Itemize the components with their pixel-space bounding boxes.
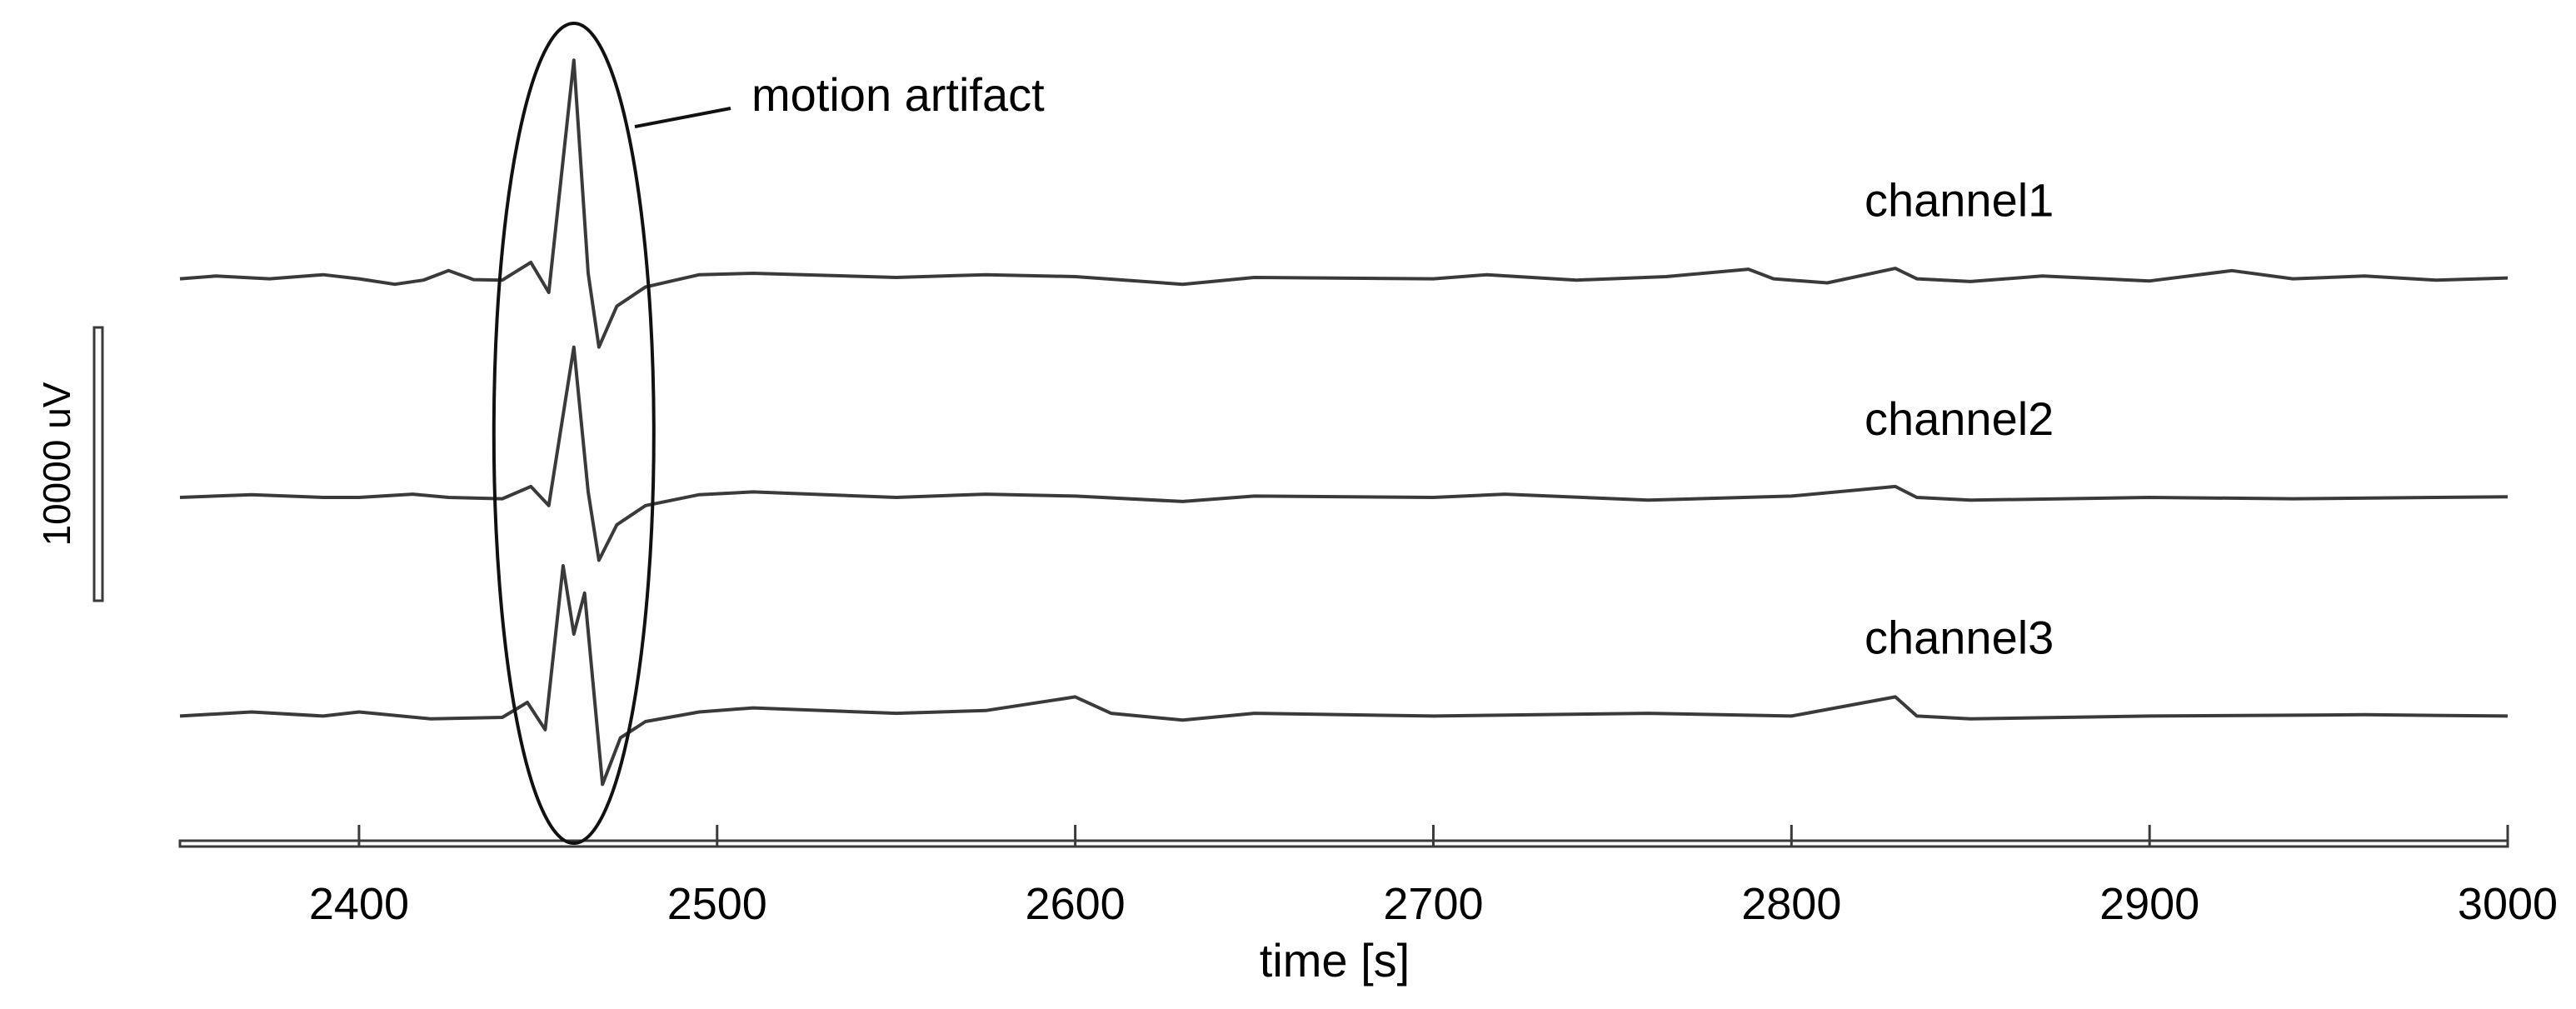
channel-label-channel3: channel3 [1865,611,2054,663]
x-tick-label-3000: 3000 [2458,879,2558,929]
x-tick-label-2500: 2500 [667,879,767,929]
artifact-ellipse [492,22,656,845]
channel-labels: channel1 channel2 channel3 [1865,174,2054,664]
x-tick-label-2700: 2700 [1383,879,1483,929]
x-axis-title: time [s] [1260,934,1410,987]
x-tick-label-2900: 2900 [2099,879,2199,929]
channel-label-channel1: channel1 [1865,174,2054,227]
annotation-label: motion artifact [751,68,1045,121]
x-tick-label-2800: 2800 [1741,879,1841,929]
scale-bar: 10000 uV [35,326,104,602]
x-tick-label-2400: 2400 [309,879,409,929]
annotation-leader-line [634,107,731,128]
channel-label-channel2: channel2 [1865,392,2054,445]
x-tick-label-2600: 2600 [1026,879,1126,929]
x-axis-line [178,839,2509,848]
trace-channel2 [179,345,2509,562]
x-axis: 2400 2500 2600 2700 2800 2900 3000 [178,825,2558,929]
scale-bar-label: 10000 uV [35,382,78,546]
trace-channel3 [179,564,2509,787]
traces-group [179,58,2509,787]
trace-channel1 [179,58,2509,349]
scale-bar-rect [92,326,104,602]
motion-artifact-annotation: motion artifact [492,22,1045,845]
